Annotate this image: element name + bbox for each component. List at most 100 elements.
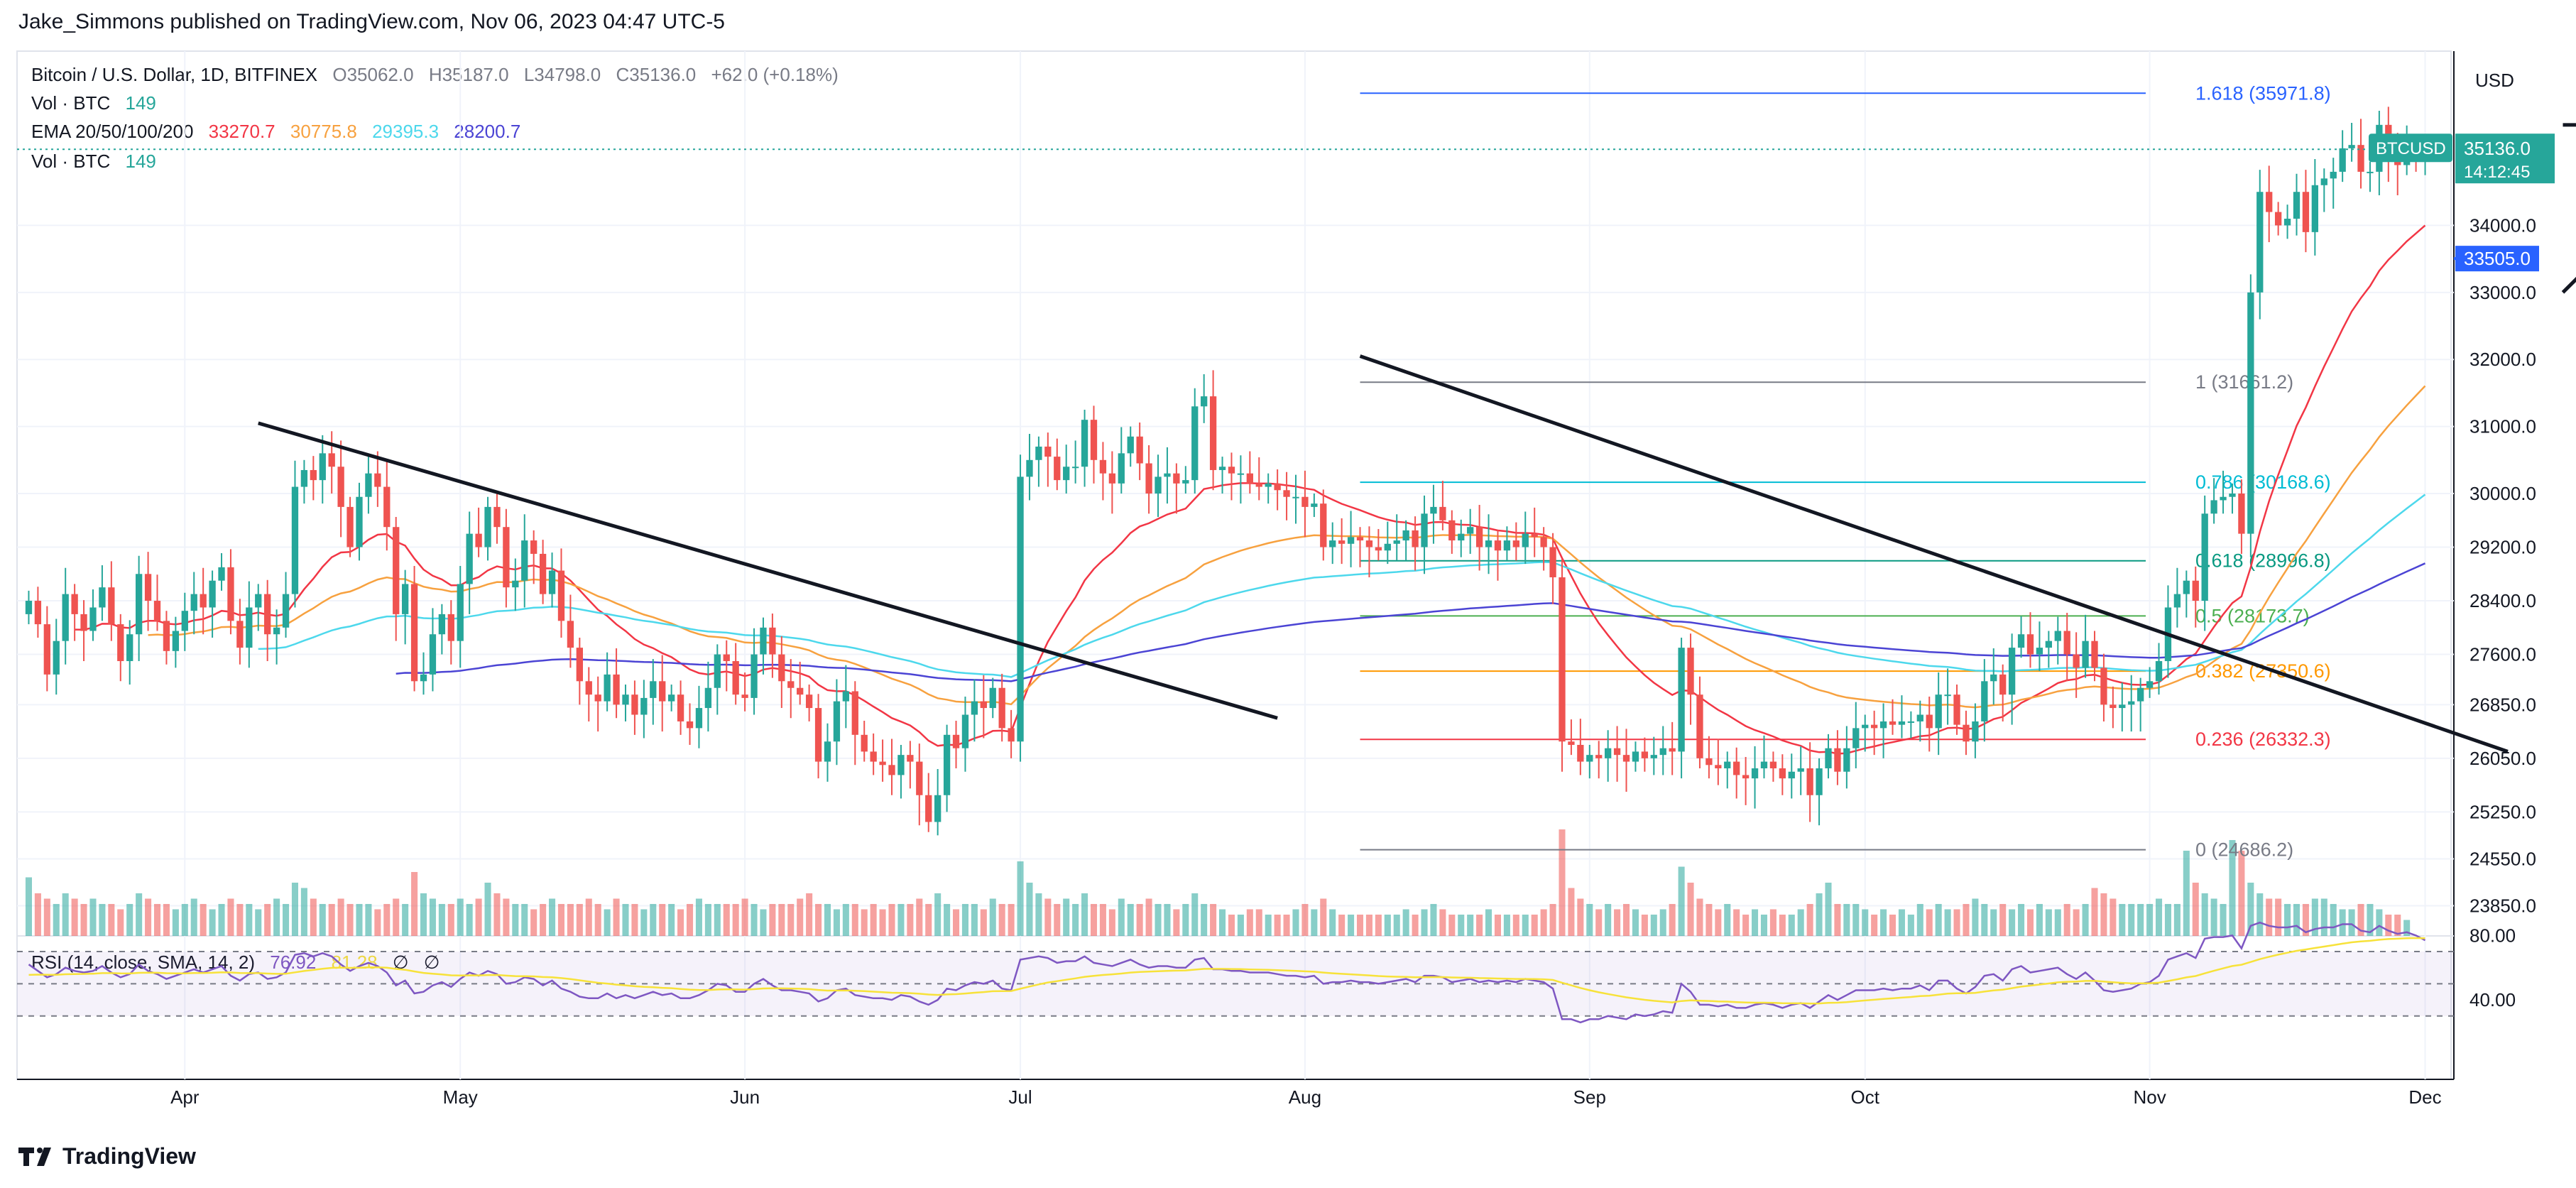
candle-body [1090, 420, 1098, 460]
volume-bar [2256, 893, 2264, 936]
candle-body [2339, 148, 2346, 172]
candle-body [126, 634, 133, 661]
candle-body [1008, 728, 1015, 742]
candle-body [732, 660, 739, 695]
volume-bar [1320, 898, 1327, 936]
candle [1329, 522, 1336, 565]
volume-bar [1182, 904, 1189, 936]
volume-bar [833, 909, 840, 936]
volume-bar [1237, 915, 1244, 936]
volume-bar [1825, 883, 1832, 936]
candle [1136, 422, 1143, 481]
candle [209, 570, 216, 638]
candle-body [1494, 540, 1502, 551]
volume-bar [273, 898, 280, 936]
tradingview-logo[interactable]: TradingView [18, 1143, 196, 1170]
volume-legend-row[interactable]: Vol · BTC 149 [31, 92, 166, 114]
candle [567, 594, 574, 668]
fib-level-label: 0.786 (30168.6) [2195, 472, 2331, 493]
candle-body [1769, 761, 1777, 769]
volume-bar [1081, 893, 1088, 936]
candle [1155, 454, 1162, 518]
candle [1503, 526, 1511, 561]
candle [181, 592, 188, 651]
candle [1843, 726, 1850, 789]
volume-bar [1412, 915, 1419, 936]
volume-bar [1632, 909, 1639, 936]
candle [2220, 470, 2227, 514]
volume-bar [80, 904, 87, 936]
candle [1292, 474, 1299, 524]
candle [1779, 754, 1786, 795]
candle [2238, 479, 2245, 554]
candles [25, 107, 2429, 836]
candle-body [2192, 580, 2199, 601]
volume2-label: Vol · BTC [31, 151, 111, 172]
volume-bar [2348, 909, 2355, 936]
candle [2119, 682, 2126, 732]
candle-body [190, 594, 197, 611]
candle [916, 743, 923, 826]
candle-body [907, 755, 914, 762]
volume-bar [1265, 915, 1272, 936]
volume-bar [613, 898, 620, 936]
candle [1806, 742, 1813, 822]
volume-bar [420, 893, 427, 936]
volume2-legend-row[interactable]: Vol · BTC 149 [31, 151, 166, 173]
volume-bar [181, 904, 188, 936]
candle-body [1879, 721, 1887, 729]
candle [2173, 567, 2181, 628]
candle-body [374, 473, 381, 487]
candle-body [1669, 748, 1676, 752]
rsi-legend-row[interactable]: RSI (14, close, SMA, 14, 2) 76.92 81.28 … [31, 952, 449, 974]
candle [346, 496, 354, 557]
candle-body [89, 607, 97, 631]
volume-bar [1834, 904, 1841, 936]
symbol-name[interactable]: Bitcoin / U.S. Dollar, 1D, BITFINEX [31, 64, 318, 85]
volume-bar [1797, 909, 1804, 936]
volume-bar [1549, 904, 1556, 936]
volume-bar [1485, 909, 1492, 936]
volume-bar [594, 904, 601, 936]
volume-bar [1035, 893, 1042, 936]
candle [1944, 668, 1951, 725]
volume-value: 149 [125, 92, 156, 114]
volume-bar [2009, 909, 2016, 936]
candle-body [1862, 724, 1869, 729]
volume-bar [2164, 904, 2171, 936]
volume-bar [2394, 915, 2401, 936]
candle [1696, 676, 1703, 769]
candle [383, 460, 391, 551]
candle [2155, 643, 2163, 695]
trendline [1359, 354, 2509, 753]
candle-body [457, 584, 464, 641]
candle-body [1218, 467, 1226, 470]
candle-body [71, 594, 78, 614]
volume-bar [2026, 909, 2034, 936]
candle [613, 648, 620, 719]
candle [888, 739, 895, 795]
volume-bar [1201, 904, 1208, 936]
candle [1705, 736, 1713, 779]
volume-bar [1760, 915, 1768, 936]
candle [447, 600, 454, 665]
candle [2146, 667, 2154, 698]
volume-bar [1715, 909, 1722, 936]
candle-body [2247, 292, 2254, 534]
ema-legend-row[interactable]: EMA 20/50/100/200 33270.7 30775.8 29395.… [31, 121, 530, 143]
x-tick-label: Oct [1850, 1086, 1879, 1108]
volume-bar [503, 898, 510, 936]
volume-bar [1255, 909, 1262, 936]
volume-bar [429, 898, 436, 936]
candle-body [1467, 527, 1474, 534]
candle [1448, 510, 1456, 554]
volume-bar [2036, 904, 2043, 936]
volume-bar [1026, 883, 1033, 936]
candle [2357, 119, 2364, 189]
volume-bar [1348, 915, 1355, 936]
candle [521, 514, 528, 608]
candle-body [291, 486, 299, 594]
candle [1228, 452, 1235, 501]
candle-body [2311, 185, 2319, 232]
